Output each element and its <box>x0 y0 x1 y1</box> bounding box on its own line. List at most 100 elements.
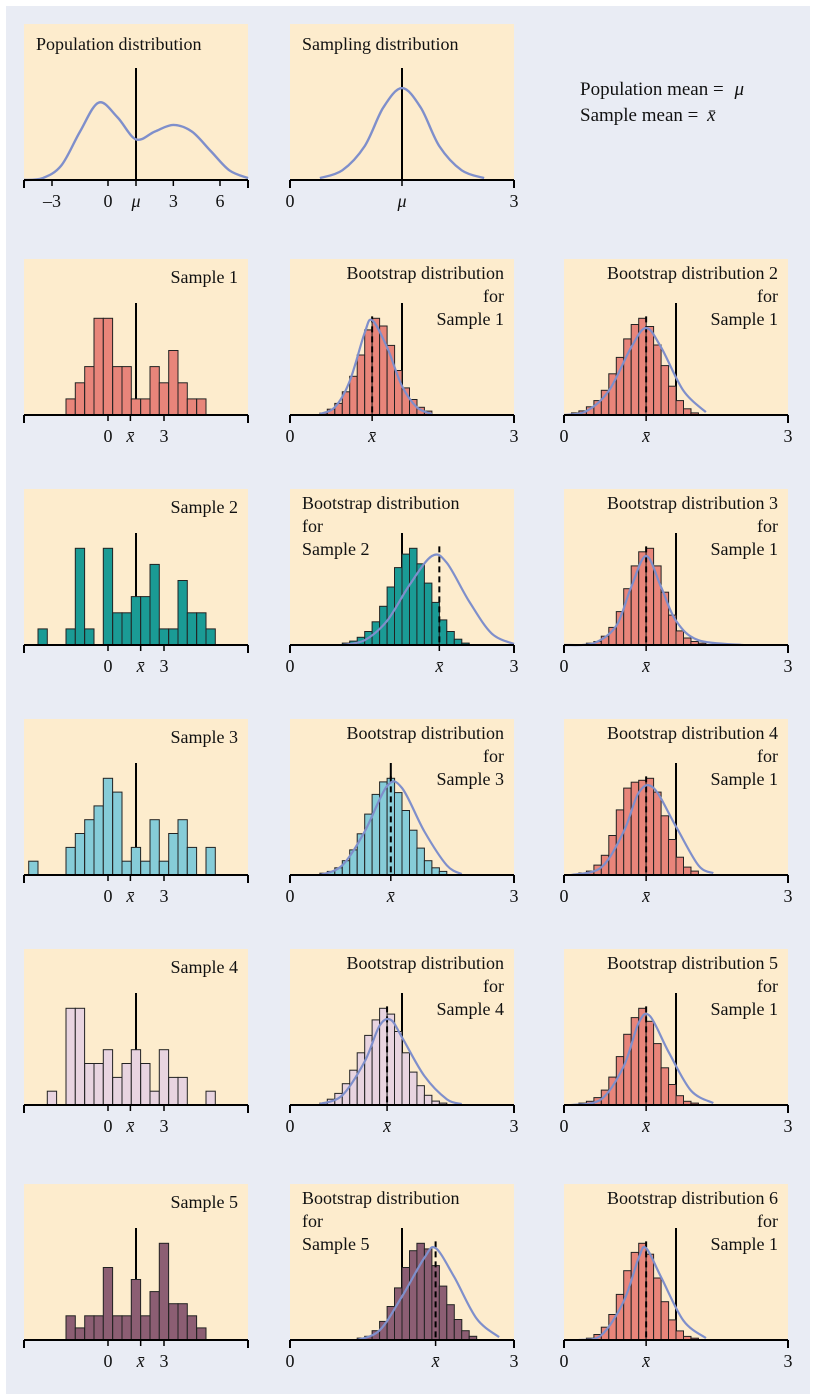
histogram-bar <box>140 398 151 416</box>
histogram-bar <box>660 365 670 416</box>
histogram-bar <box>112 366 123 416</box>
chart-bootstrap-6-sample-1: 0 x̄ 3 Bootstrap distribution 6 for Sample 1 <box>560 1184 793 1371</box>
chart-title-line: Bootstrap distribution <box>302 493 460 513</box>
chart-title-line: Sample 1 <box>711 769 779 789</box>
tick-label: 0 <box>560 886 569 906</box>
histogram-bar <box>74 1327 86 1341</box>
histogram-bar <box>675 400 684 416</box>
histogram-bar <box>668 1084 677 1106</box>
histogram-bar <box>638 779 647 876</box>
tick-label: 6 <box>216 191 225 211</box>
histogram-bar <box>196 398 207 416</box>
histogram-bar <box>177 819 188 876</box>
chart-title-line: Sample 1 <box>437 309 505 329</box>
chart-sampling: 0 μ 3 Sampling distribution <box>286 24 519 211</box>
histogram-bar <box>423 1248 433 1341</box>
histogram-bar <box>423 582 433 646</box>
histogram-bar <box>356 1052 366 1106</box>
histogram-bar <box>177 1076 188 1106</box>
tick-label: x̄ <box>386 886 395 906</box>
tick-label: 3 <box>510 191 519 211</box>
histogram-bar <box>431 867 440 876</box>
histogram-bar <box>371 317 381 416</box>
histogram-bar <box>112 1076 123 1106</box>
chart-title-line: Bootstrap distribution <box>347 723 505 743</box>
histogram-bar <box>653 344 662 416</box>
legend-sample-mean: Sample mean = x̄ <box>580 105 716 126</box>
tick-label: 0 <box>104 656 113 676</box>
chart-title-line: Sample 1 <box>711 309 779 329</box>
histogram-bar <box>653 791 662 876</box>
histogram-bar <box>65 1007 76 1106</box>
histogram-bar <box>84 628 95 646</box>
tick-label: 0 <box>560 1116 569 1136</box>
tick-label: 3 <box>510 656 519 676</box>
tick-label: 0 <box>286 656 295 676</box>
histogram-bar <box>409 547 418 646</box>
chart-title-line: for <box>302 516 323 536</box>
histogram-bar <box>401 1052 410 1106</box>
tick-label: 3 <box>784 886 793 906</box>
histogram-bar <box>28 860 39 876</box>
tick-label: 3 <box>784 426 793 446</box>
histogram-bar <box>394 792 403 876</box>
chart-sample-4: 0 x̄ 3 Sample 4 <box>23 949 249 1136</box>
histogram-bar <box>102 1267 114 1341</box>
histogram-bar <box>158 382 170 416</box>
histogram-bar <box>65 628 76 646</box>
histogram-bar <box>416 847 425 876</box>
chart-title-line: Bootstrap distribution <box>347 953 505 973</box>
histogram-bar <box>401 1267 410 1341</box>
figure-canvas: Population mean = μ Sample mean = x̄ –3 0… <box>23 24 793 1371</box>
histogram-bar <box>177 382 188 416</box>
histogram-bar <box>683 866 692 876</box>
density-curve <box>356 1246 500 1342</box>
density-curve <box>563 554 744 647</box>
chart-bootstrap-5-sample-1: 0 x̄ 3 Bootstrap distribution 5 for Sample 1 <box>560 949 793 1136</box>
histogram-bar <box>130 398 142 416</box>
histogram-bar <box>349 375 358 416</box>
histogram-bar <box>46 1090 58 1106</box>
histogram-bar <box>121 860 132 876</box>
histogram-bar <box>140 596 151 646</box>
chart-title-line: Sample 1 <box>711 1234 779 1254</box>
histogram-bar <box>401 553 410 646</box>
tick-label: x̄ <box>641 886 650 906</box>
histogram-bar <box>121 1063 132 1106</box>
chart-title: Population distribution <box>36 34 202 54</box>
tick-label: 0 <box>286 886 295 906</box>
chart-title: Sample 5 <box>171 1192 239 1212</box>
histogram-bar <box>409 829 418 876</box>
histogram-bar <box>112 791 123 876</box>
tick-label: 0 <box>560 426 569 446</box>
histogram-bar <box>645 1020 655 1106</box>
histogram-bar <box>205 628 216 646</box>
histogram-bar <box>668 1319 677 1341</box>
histogram-bar <box>149 1090 160 1106</box>
tick-label: 3 <box>784 1116 793 1136</box>
histogram-bar <box>409 1250 418 1341</box>
histogram-bar <box>102 1049 114 1106</box>
density-curve <box>563 326 707 417</box>
histogram-bar <box>356 354 366 416</box>
histogram-bar <box>84 1315 95 1341</box>
chart-title-line: Sample 3 <box>437 769 505 789</box>
tick-label: 0 <box>286 191 295 211</box>
histogram-bar <box>149 366 160 416</box>
histogram-bar <box>121 366 132 416</box>
histogram-bar <box>660 1301 670 1341</box>
tick-label: μ <box>396 191 406 211</box>
histogram-bar <box>112 612 123 646</box>
chart-title-line: Sample 1 <box>711 539 779 559</box>
histogram-bar <box>74 833 86 876</box>
tick-label: 0 <box>104 886 113 906</box>
histogram-bar <box>102 777 114 876</box>
histogram-bar <box>130 596 142 646</box>
chart-title-line: Bootstrap distribution 6 <box>607 1188 778 1208</box>
chart-bootstrap-sample-3: 0 x̄ 3 Bootstrap distribution for Sample 3 <box>286 719 519 906</box>
tick-label: 3 <box>510 1116 519 1136</box>
tick-label: x̄ <box>641 1351 650 1371</box>
density-curve <box>23 101 249 182</box>
chart-bootstrap-2-sample-1: 0 x̄ 3 Bootstrap distribution 2 for Sample 1 <box>560 259 793 446</box>
tick-label: 0 <box>104 426 113 446</box>
